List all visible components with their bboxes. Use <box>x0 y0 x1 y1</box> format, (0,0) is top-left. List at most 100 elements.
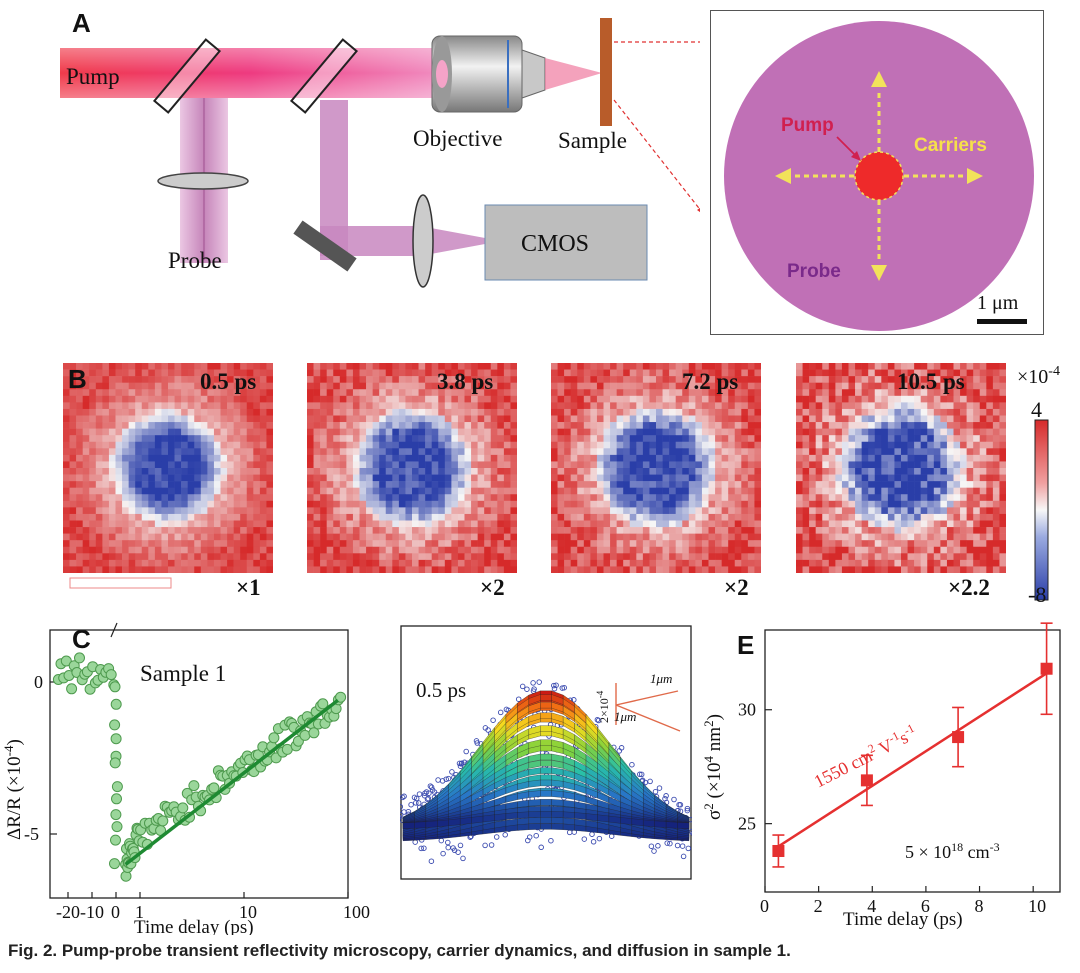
panel-e-density: 5 × 1018 cm-3 <box>905 840 1000 862</box>
panel-e-point <box>772 844 785 857</box>
panel-c-point <box>110 809 122 821</box>
colorbar-max: 4 <box>1031 397 1042 422</box>
pump-label: Pump <box>66 64 120 89</box>
panel-c-xtick: -10 <box>80 902 104 922</box>
mirror <box>293 220 357 272</box>
beam-splitter-2 <box>289 38 359 114</box>
inset-scale-label: 1 μm <box>977 292 1019 314</box>
panel-e-point <box>860 774 873 787</box>
panel-c-point <box>177 802 189 814</box>
panel-c-point <box>317 698 329 710</box>
frame-2-time: 3.8 ps <box>437 369 493 394</box>
panel-c-frame <box>49 629 349 899</box>
panel-c-point <box>188 780 200 792</box>
panel-e-xtick: 2 <box>814 896 823 916</box>
panel-d-x-label: 1μm <box>650 671 672 686</box>
panel-e-label: E <box>737 630 755 660</box>
panel-a-inset: Pump Carriers Probe 1 μm <box>710 10 1044 335</box>
panel-a-setup: Pump Probe Objective Sample CMOS <box>60 18 700 288</box>
frame-1-scale: ×1 <box>236 575 261 600</box>
heatmap-frame-4 <box>796 363 1007 574</box>
panel-c-point <box>110 834 121 846</box>
panel-d-z-label: 2×10-4 <box>595 690 611 723</box>
panel-e-ytick: 25 <box>738 814 756 834</box>
panel-c-fit-line <box>124 698 339 866</box>
panel-c-xtick: 10 <box>239 902 257 922</box>
panel-e-xtick: 4 <box>867 896 876 916</box>
panel-e-xtick: 10 <box>1028 896 1046 916</box>
heatmap-frame-1 <box>63 363 274 574</box>
panel-c-point <box>268 732 280 744</box>
colorbar <box>1034 419 1049 601</box>
panel-e-point <box>1040 662 1053 675</box>
panel-c-xtick: 1 <box>135 902 144 922</box>
panel-e-fit-line <box>777 672 1048 848</box>
panel-c-point <box>308 727 320 739</box>
probe-label: Probe <box>168 248 222 273</box>
panel-c-point <box>66 683 78 695</box>
panel-d-time: 0.5 ps <box>416 678 466 702</box>
objective-label: Objective <box>413 126 502 151</box>
inset-probe-label: Probe <box>787 261 841 282</box>
panel-c-point <box>110 698 122 710</box>
frame-3-time: 7.2 ps <box>682 369 738 394</box>
panel-e-frame <box>764 629 1061 893</box>
heatmap-frame-3 <box>551 363 762 574</box>
panel-d-y-label: 1μm <box>614 709 636 724</box>
figure-caption: Fig. 2. Pump-probe transient reflectivit… <box>8 941 791 960</box>
panel-c-point <box>74 652 85 664</box>
panel-d-surface: 0.5 ps 2×10-4 1μm 1μm <box>400 625 692 880</box>
probe-lens <box>157 172 249 190</box>
panel-e-xtick: 6 <box>921 896 930 916</box>
panel-c-point <box>157 815 169 827</box>
panel-c-point <box>109 719 121 731</box>
panel-e-chart: 0 2 4 6 8 10 25 30 σ2 (×104 nm2) Time delay (ps… <box>701 622 1061 930</box>
panel-c-point <box>335 691 347 703</box>
panel-c-label: C <box>72 624 91 654</box>
panel-c-point <box>111 821 123 833</box>
panel-c-ylabel: ΔR/R (×10-4) <box>1 739 25 840</box>
frame-2-scale: ×2 <box>480 575 505 600</box>
panel-d-axes-icon <box>615 683 681 732</box>
panel-c-xtick: 0 <box>111 902 120 922</box>
panel-c-point <box>109 757 121 769</box>
pump-spot <box>854 151 904 201</box>
panel-c-xlabel: Time delay (ps) <box>134 917 254 935</box>
panel-c-point <box>111 781 123 793</box>
panel-c-xtick: 100 <box>343 902 370 922</box>
panel-e-ylabel: σ2 (×104 nm2) <box>701 714 725 820</box>
panel-c-point <box>60 655 72 667</box>
frame-1-time: 0.5 ps <box>200 369 256 394</box>
panel-c-point <box>109 681 121 693</box>
panel-c-point <box>111 793 122 805</box>
panel-c-ytick: -5 <box>24 824 39 844</box>
heatmap-frame-2 <box>307 363 518 574</box>
panel-e-xtick: 8 <box>975 896 984 916</box>
beam-splitter-1 <box>152 38 222 114</box>
panel-c-point <box>109 858 120 870</box>
panel-b-scale-bar <box>69 577 172 589</box>
colorbar-min: -8 <box>1028 582 1046 605</box>
panel-e-xtick: 0 <box>760 896 769 916</box>
cmos-camera <box>484 204 648 281</box>
panel-a-label: A <box>72 8 91 38</box>
colorbar-exponent: ×10-4 <box>1017 364 1060 388</box>
panel-c-point <box>110 733 122 745</box>
panel-c-xtick: -20 <box>56 902 80 922</box>
panel-e-xlabel: Time delay (ps) <box>843 909 963 930</box>
panel-b-overlays: 0.5 ps 3.8 ps 7.2 ps 10.5 ps ×1 ×2 ×2 ×2… <box>69 364 1060 605</box>
objective-lens <box>431 35 546 113</box>
panel-b-label: B <box>68 364 87 394</box>
cmos-label: CMOS <box>521 231 589 257</box>
frame-4-scale: ×2.2 <box>948 575 990 600</box>
frame-3-scale: ×2 <box>724 575 749 600</box>
cmos-lens <box>412 194 434 288</box>
panel-e-ytick: 30 <box>738 700 756 720</box>
panel-e-point <box>952 731 965 744</box>
sample-slab <box>600 18 612 126</box>
panel-c-point <box>105 669 117 681</box>
frame-4-time: 10.5 ps <box>897 369 965 394</box>
inset-pump-label: Pump <box>781 115 834 136</box>
panel-c-title: Sample 1 <box>140 661 226 686</box>
